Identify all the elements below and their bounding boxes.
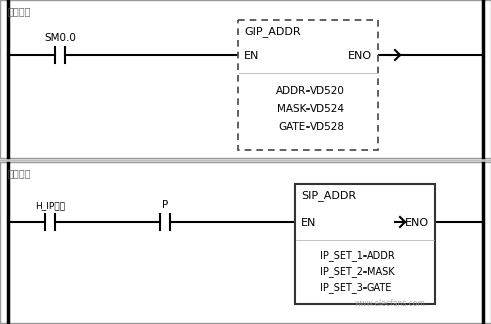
Text: P: P	[162, 200, 168, 210]
Text: www.elecfans.com: www.elecfans.com	[355, 299, 425, 308]
Bar	[0, 0, 491, 158]
Text: VD524: VD524	[310, 104, 345, 114]
Text: EN: EN	[301, 218, 316, 228]
Text: GATE: GATE	[367, 283, 392, 293]
Text: EN: EN	[244, 51, 259, 61]
Text: ENO: ENO	[405, 218, 429, 228]
Text: 输入注释: 输入注释	[8, 168, 31, 178]
Bar	[0, 162, 491, 323]
Text: IP_SET_2: IP_SET_2	[320, 267, 363, 277]
Text: GATE: GATE	[279, 122, 306, 132]
Text: 输入注释: 输入注释	[8, 6, 31, 16]
Text: VD528: VD528	[310, 122, 345, 132]
Text: IP_SET_1: IP_SET_1	[320, 250, 363, 261]
Bar	[295, 184, 435, 304]
Text: ENO: ENO	[348, 51, 372, 61]
Text: ADDR: ADDR	[367, 251, 396, 261]
Text: IP_SET_3: IP_SET_3	[320, 283, 363, 294]
Text: VD520: VD520	[310, 86, 345, 96]
Bar	[238, 20, 378, 150]
Text: H_IP设定: H_IP设定	[35, 201, 65, 210]
Text: ADDR: ADDR	[276, 86, 306, 96]
Text: SIP_ADDR: SIP_ADDR	[301, 190, 356, 201]
Text: SM0.0: SM0.0	[44, 33, 76, 43]
Text: MASK: MASK	[367, 267, 395, 277]
Text: GIP_ADDR: GIP_ADDR	[244, 26, 300, 37]
Text: MASK: MASK	[276, 104, 306, 114]
